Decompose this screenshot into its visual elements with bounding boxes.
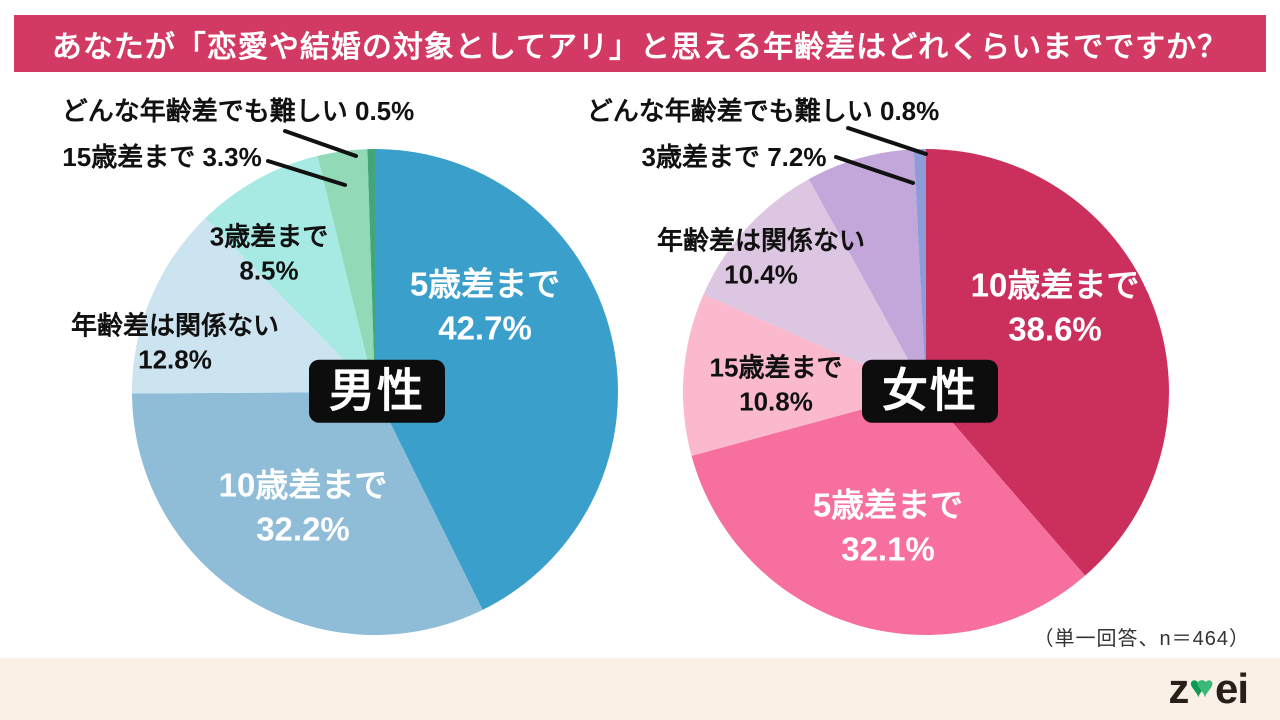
heart-icon: ♥ [1189, 671, 1208, 704]
pie-slice-0 [375, 149, 618, 610]
label-men-dificult: どんな年齢差でも難しい 0.5% [61, 95, 415, 126]
label-women-10yrs: 10歳差まで 38.6% [970, 266, 1140, 347]
pie-slice-3 [703, 179, 926, 392]
pie-slice-0 [926, 149, 1169, 576]
group-label-women: 女性 [862, 359, 998, 423]
label-women-3yrs: 3歳差まで 7.2% [641, 141, 827, 172]
pie-slice-2 [683, 294, 926, 456]
label-men-5yrs: 5歳差まで 42.7% [409, 265, 561, 346]
label-men-15yrs: 15歳差まで 3.3% [62, 141, 262, 172]
label-women-5yrs: 5歳差まで 32.1% [812, 486, 964, 567]
pie-slice-4 [317, 149, 375, 392]
title-banner: あなたが「恋愛や結婚の対象としてアリ」と思える年齢差はどれくらいまでですか？ [14, 15, 1266, 72]
sample-size-note: （単一回答、n＝464） [1033, 628, 1250, 650]
label-women-15yrs: 15歳差まで 10.8% [709, 352, 843, 417]
pie-slice-1 [132, 392, 483, 635]
pie-slice-2 [132, 218, 375, 394]
heart-icon: ♥ [1196, 671, 1214, 704]
footer-band: z ♥ ♥ ei [0, 658, 1280, 720]
page-title: あなたが「恋愛や結婚の対象としてアリ」と思える年齢差はどれくらいまでですか？ [51, 30, 1229, 64]
label-men-norelation: 年齢差は関係ない 12.8% [70, 310, 280, 375]
label-men-10yrs: 10歳差まで 32.2% [218, 466, 388, 547]
pie-slice-5 [367, 149, 375, 392]
pie-slice-1 [691, 392, 1086, 635]
pie-chart-women [683, 149, 1169, 635]
pie-slice-5 [913, 149, 926, 392]
label-women-dificult: どんな年齢差でも難しい 0.8% [586, 95, 940, 126]
logo-letters-ei: ei [1214, 665, 1249, 712]
group-label-men: 男性 [309, 359, 445, 423]
zwei-logo: z ♥ ♥ ei [1168, 665, 1249, 712]
pie-slice-4 [808, 149, 926, 392]
label-men-3yrs: 3歳差まで 8.5% [209, 221, 329, 286]
label-women-norelation: 年齢差は関係ない 10.4% [656, 225, 866, 290]
pie-slice-3 [205, 155, 375, 392]
logo-letter-z: z [1168, 665, 1189, 712]
pie-chart-men [132, 149, 618, 635]
